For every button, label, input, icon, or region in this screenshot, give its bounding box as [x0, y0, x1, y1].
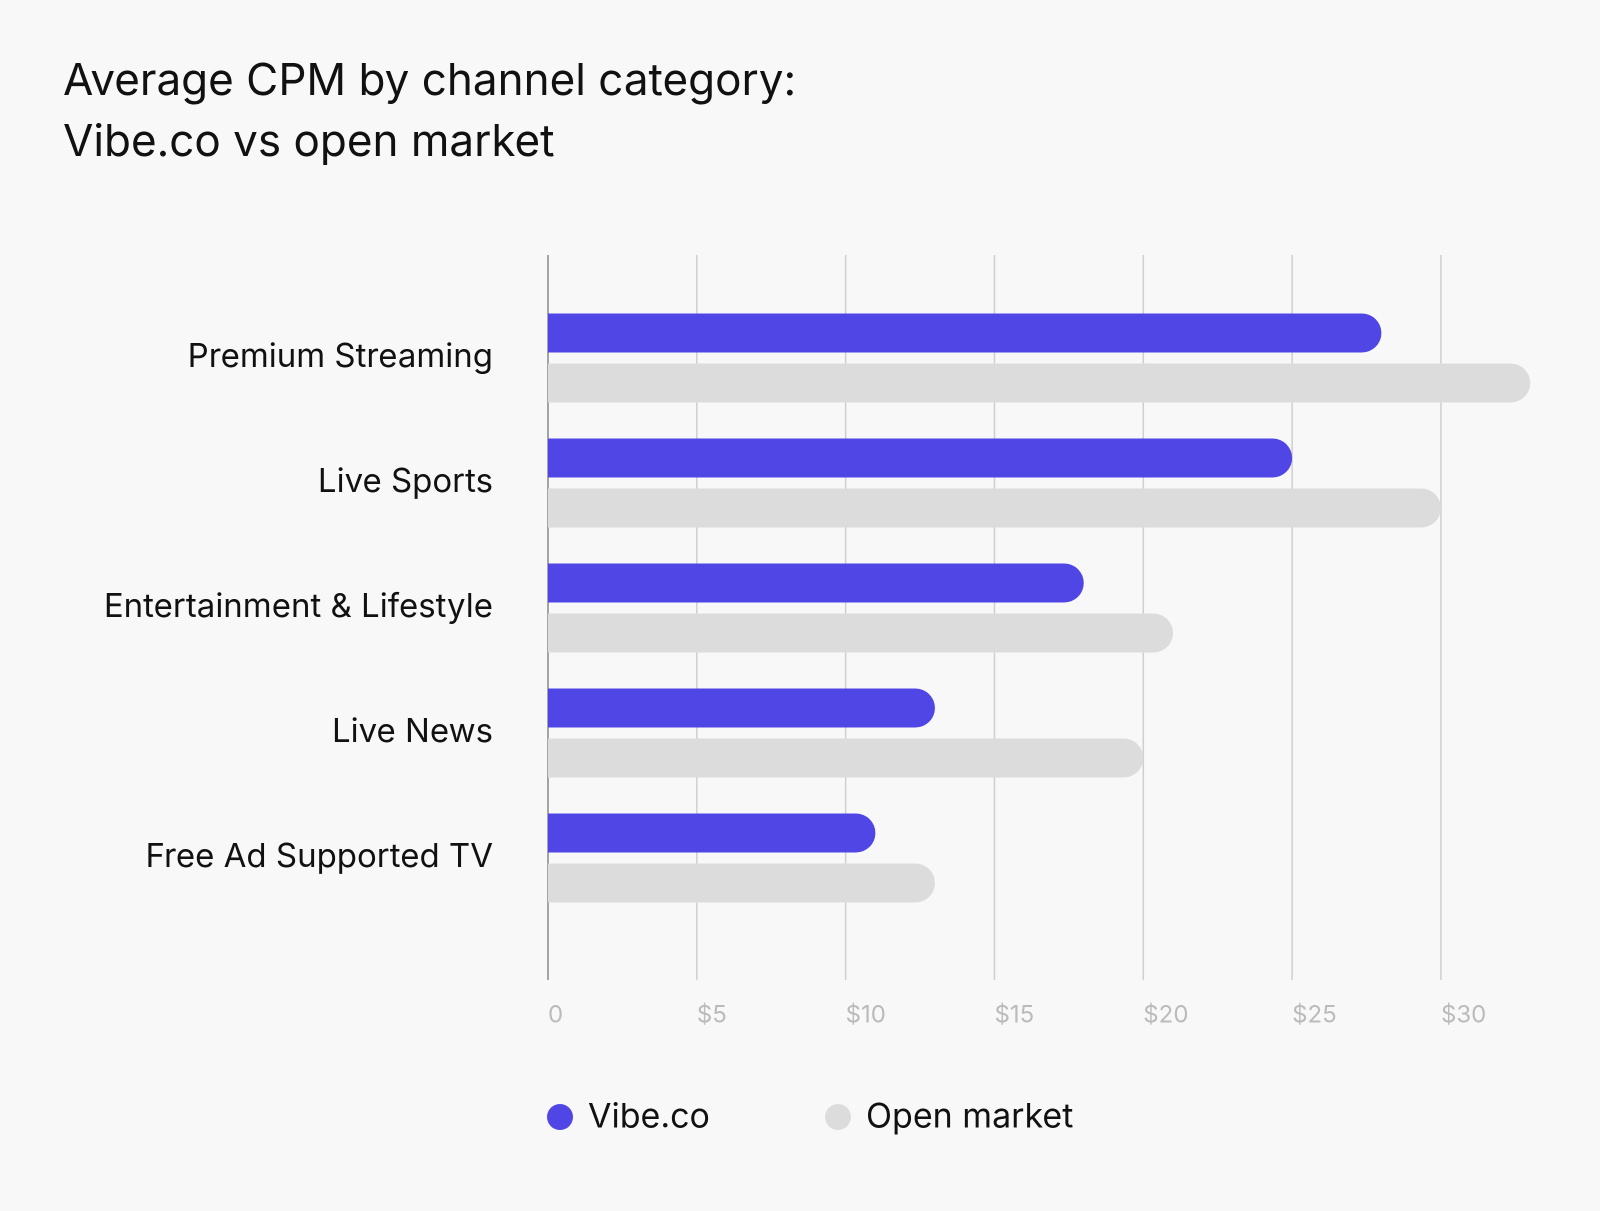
x-tick-label: $25	[1292, 1000, 1337, 1029]
bar	[548, 363, 1531, 403]
legend-swatch	[825, 1104, 851, 1130]
bar	[548, 313, 1382, 353]
y-tick-label: Free Ad Supported TV	[146, 835, 494, 875]
y-tick-label: Entertainment & Lifestyle	[104, 585, 493, 625]
bar	[548, 813, 876, 853]
y-tick-label: Premium Streaming	[188, 335, 493, 375]
bar	[548, 688, 935, 728]
x-tick-label: $20	[1143, 1000, 1188, 1029]
y-tick-label: Live News	[332, 710, 493, 750]
x-tick-label: 0	[548, 1000, 563, 1029]
x-tick-label: $10	[846, 1000, 886, 1029]
chart-title: Average CPM by channel category:	[63, 52, 796, 106]
bar	[548, 613, 1174, 653]
chart-title: Vibe.co vs open market	[63, 113, 555, 167]
bar	[548, 863, 935, 903]
x-tick-label: $30	[1441, 1000, 1486, 1029]
y-tick-label: Live Sports	[318, 460, 493, 500]
bar	[548, 738, 1144, 778]
bar	[548, 563, 1084, 603]
bar	[548, 438, 1293, 478]
legend-label: Vibe.co	[588, 1095, 710, 1136]
x-tick-label: $5	[697, 1000, 727, 1029]
legend-label: Open market	[866, 1095, 1073, 1136]
bar	[548, 488, 1441, 528]
x-tick-label: $15	[994, 1000, 1034, 1029]
legend-swatch	[547, 1104, 573, 1130]
